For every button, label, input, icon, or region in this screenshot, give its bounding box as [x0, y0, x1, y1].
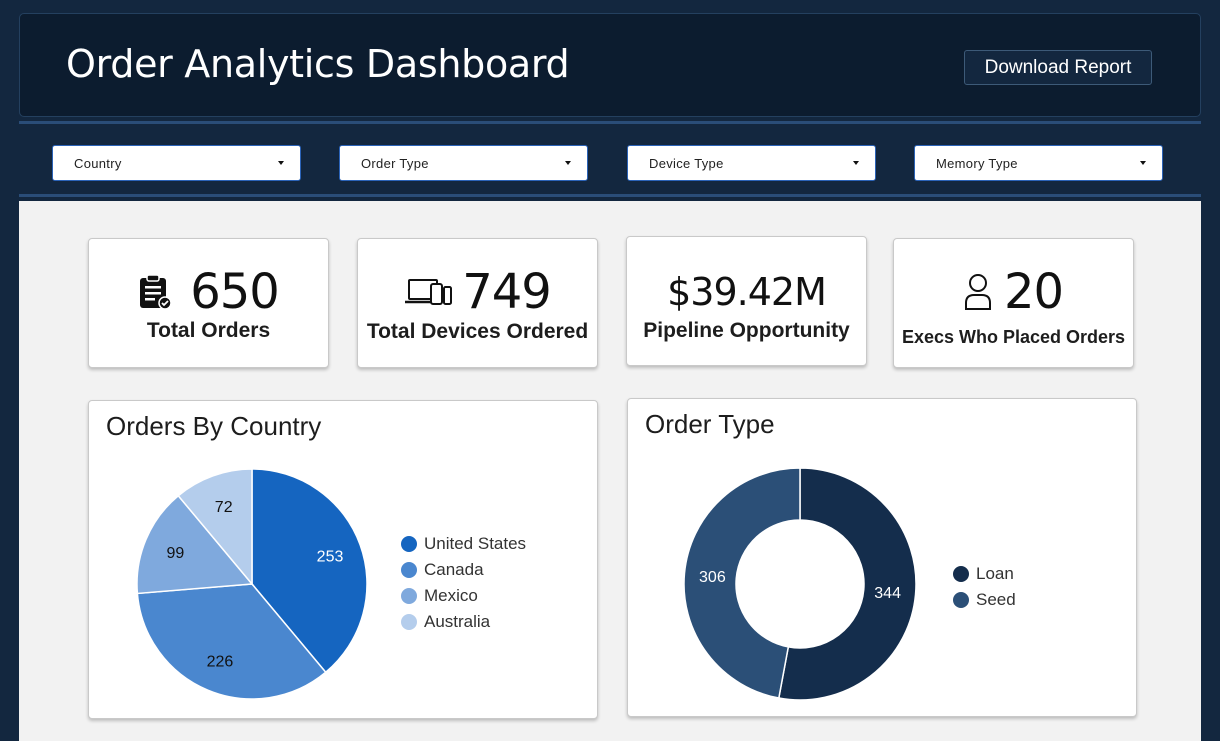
legend-swatch	[953, 592, 969, 608]
user-icon	[964, 274, 991, 310]
legend-swatch	[401, 536, 417, 552]
slice-australia[interactable]	[177, 468, 253, 587]
memory-type-dropdown-label: Memory Type	[936, 155, 1018, 171]
slice-canada[interactable]	[136, 583, 327, 700]
device-type-dropdown-label: Device Type	[649, 155, 724, 171]
total-devices-label: Total Devices Ordered	[366, 320, 589, 343]
devices-icon	[405, 279, 453, 305]
legend-swatch	[401, 562, 417, 578]
legend-item[interactable]: United States	[401, 531, 526, 557]
slice-value-label: 253	[317, 549, 344, 566]
slice-value-label: 72	[215, 499, 233, 516]
slice-value-label: 99	[167, 545, 185, 562]
slice-united-states[interactable]	[251, 468, 368, 674]
kpi-card-pipeline: $39.42M Pipeline Opportunity	[626, 236, 867, 366]
legend-item[interactable]: Canada	[401, 557, 526, 583]
legend-swatch	[401, 588, 417, 604]
execs-value: 20	[1003, 264, 1064, 320]
legend-item[interactable]: Seed	[953, 587, 1016, 613]
kpi-card-total-orders: 650 Total Orders	[88, 238, 329, 368]
order-type-title: Order Type	[645, 409, 775, 439]
total-devices-value: 749	[462, 264, 552, 320]
caret-down-icon	[565, 161, 571, 165]
filter-bar: Country Order Type Device Type Memory Ty…	[19, 121, 1201, 197]
pipeline-label: Pipeline Opportunity	[643, 319, 850, 342]
order-type-dropdown-label: Order Type	[361, 155, 429, 171]
slice-mexico[interactable]	[136, 494, 254, 595]
legend-item[interactable]: Loan	[953, 561, 1016, 587]
legend-label: Mexico	[424, 586, 478, 605]
page-title: Order Analytics Dashboard	[66, 42, 570, 86]
slice-value-label: 344	[874, 585, 901, 602]
caret-down-icon	[853, 161, 859, 165]
slice-value-label: 306	[699, 569, 726, 586]
order-type-donut: 344 306	[683, 467, 917, 701]
legend-item[interactable]: Mexico	[401, 583, 526, 609]
slice-seed[interactable]	[683, 467, 801, 699]
total-orders-value: 650	[190, 264, 280, 320]
order-type-legend: Loan Seed	[953, 561, 1016, 613]
legend-label: Seed	[976, 590, 1016, 609]
orders-by-country-legend: United States Canada Mexico Australia	[401, 531, 526, 635]
kpi-card-execs: 20 Execs Who Placed Orders	[893, 238, 1134, 368]
legend-label: United States	[424, 534, 527, 553]
order-type-card: Order Type 344 306 Loan Seed	[627, 398, 1137, 717]
legend-swatch	[401, 614, 417, 630]
kpi-card-total-devices: 749 Total Devices Ordered	[357, 238, 598, 368]
orders-by-country-title: Orders By Country	[106, 411, 322, 441]
execs-label: Execs Who Placed Orders	[901, 327, 1126, 347]
caret-down-icon	[278, 161, 284, 165]
order-type-dropdown[interactable]: Order Type	[339, 145, 588, 181]
orders-by-country-card: Orders By Country 253 226 99 72 United Stat…	[88, 400, 598, 719]
legend-label: Canada	[424, 560, 484, 579]
total-orders-label: Total Orders	[146, 319, 271, 342]
pipeline-value: $39.42M	[667, 270, 827, 314]
slice-loan[interactable]	[777, 467, 917, 701]
legend-label: Loan	[976, 564, 1014, 583]
clipboard-check-icon	[140, 274, 172, 310]
dashboard-header: Order Analytics Dashboard Download Repor…	[19, 13, 1201, 117]
legend-item[interactable]: Australia	[401, 609, 526, 635]
country-dropdown[interactable]: Country	[52, 145, 301, 181]
slice-value-label: 226	[207, 654, 234, 671]
orders-by-country-pie: 253 226 99 72	[136, 468, 368, 700]
country-dropdown-label: Country	[74, 155, 122, 171]
download-report-button[interactable]: Download Report	[964, 50, 1152, 85]
caret-down-icon	[1140, 161, 1146, 165]
device-type-dropdown[interactable]: Device Type	[627, 145, 876, 181]
legend-swatch	[953, 566, 969, 582]
memory-type-dropdown[interactable]: Memory Type	[914, 145, 1163, 181]
legend-label: Australia	[424, 612, 491, 631]
dashboard-content: 650 Total Orders 749 Total Devices Order…	[19, 201, 1201, 741]
